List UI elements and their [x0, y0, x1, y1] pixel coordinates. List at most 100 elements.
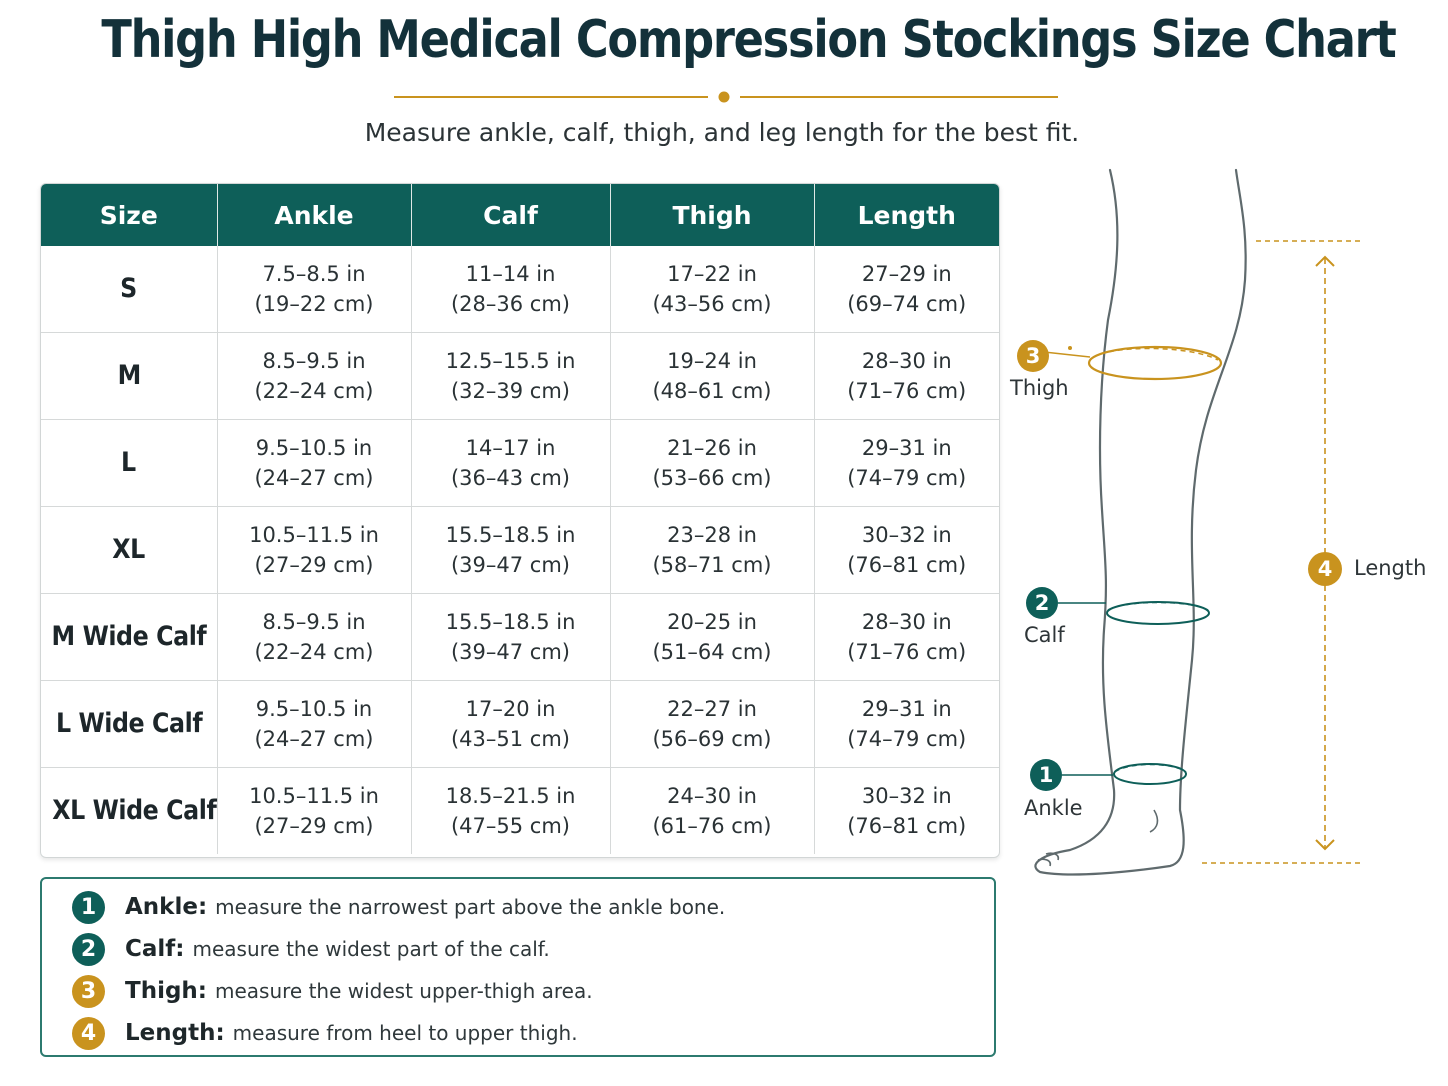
thigh-cell: 23–28 in (58–71 cm)	[610, 506, 815, 594]
length-cell: 28–30 in (71–76 cm)	[814, 332, 999, 420]
thigh-cell: 19–24 in (48–61 cm)	[610, 332, 815, 420]
value-cm: (58–71 cm)	[652, 553, 772, 577]
size-cell: S	[41, 246, 218, 333]
value-in: 7.5–8.5 in	[262, 262, 366, 286]
size-cell: M Wide Calf	[41, 593, 218, 681]
value-cm: (32–39 cm)	[450, 379, 570, 403]
number-badge: 2	[72, 932, 105, 966]
value-in: 17–20 in	[465, 697, 556, 721]
leg-diagram: 3 Thigh 2 Calf 1 Ankle 4 Length	[1000, 160, 1448, 890]
table-row: XL 10.5–11.5 in (27–29 cm) 15.5–18.5 in (3…	[41, 506, 999, 594]
number-badge: 1	[72, 890, 105, 924]
col-header-size: Size	[41, 184, 218, 246]
legend-item-thigh: 3 Thigh: measure the widest upper-thigh …	[72, 973, 593, 1009]
legend-description: measure the widest upper-thigh area.	[214, 979, 593, 1003]
value-in: 18.5–21.5 in	[445, 784, 576, 808]
value-in: 10.5–11.5 in	[249, 784, 379, 808]
value-in: 19–24 in	[667, 349, 757, 373]
size-table: Size Ankle Calf Thigh Length S 7.5–8.5 i…	[40, 183, 1000, 858]
value-in: 30–32 in	[861, 523, 952, 547]
col-header-ankle: Ankle	[217, 184, 412, 246]
size-label: M Wide Calf	[51, 621, 207, 652]
ankle-cell: 10.5–11.5 in (27–29 cm)	[217, 506, 412, 594]
ankle-cell: 8.5–9.5 in (22–24 cm)	[217, 332, 412, 420]
value-in: 9.5–10.5 in	[255, 436, 373, 460]
value-cm: (22–24 cm)	[254, 379, 374, 403]
size-label: L Wide Calf	[55, 708, 203, 739]
legend-description: measure from heel to upper thigh.	[232, 1021, 578, 1045]
size-label: XL Wide Calf	[52, 795, 217, 826]
value-cm: (39–47 cm)	[450, 640, 570, 664]
value-cm: (24–27 cm)	[254, 466, 374, 490]
value-in: 20–25 in	[667, 610, 757, 634]
col-header-thigh: Thigh	[610, 184, 815, 246]
value-cm: (19–22 cm)	[254, 292, 374, 316]
length-cell: 29–31 in (74–79 cm)	[814, 680, 999, 768]
value-in: 23–28 in	[667, 523, 757, 547]
measurement-legend: 1 Ankle: measure the narrowest part abov…	[40, 877, 996, 1057]
ankle-cell: 9.5–10.5 in (24–27 cm)	[217, 419, 412, 507]
value-cm: (61–76 cm)	[652, 814, 772, 838]
value-in: 22–27 in	[667, 697, 757, 721]
value-cm: (27–29 cm)	[254, 553, 374, 577]
leg-illustration	[1034, 168, 1362, 876]
value-in: 28–30 in	[861, 349, 952, 373]
calf-cell: 11–14 in (28–36 cm)	[411, 246, 611, 333]
value-cm: (56–69 cm)	[652, 727, 772, 751]
value-cm: (27–29 cm)	[254, 814, 374, 838]
value-in: 8.5–9.5 in	[262, 349, 366, 373]
thigh-cell: 21–26 in (53–66 cm)	[610, 419, 815, 507]
calf-cell: 15.5–18.5 in (39–47 cm)	[411, 593, 611, 681]
legend-item-length: 4 Length: measure from heel to upper thi…	[72, 1015, 578, 1051]
subtitle: Measure ankle, calf, thigh, and leg leng…	[364, 118, 1080, 147]
value-cm: (71–76 cm)	[847, 640, 967, 664]
value-in: 14–17 in	[465, 436, 556, 460]
value-cm: (24–27 cm)	[254, 727, 374, 751]
value-in: 15.5–18.5 in	[445, 523, 576, 547]
value-cm: (76–81 cm)	[847, 814, 967, 838]
value-cm: (39–47 cm)	[450, 553, 570, 577]
table-row: L 9.5–10.5 in (24–27 cm) 14–17 in (36–43 c…	[41, 419, 999, 507]
number-badge: 3	[72, 974, 105, 1008]
legend-term: Length:	[125, 1020, 225, 1046]
legend-item-calf: 2 Calf: measure the widest part of the c…	[72, 931, 550, 967]
value-in: 15.5–18.5 in	[445, 610, 576, 634]
calf-cell: 18.5–21.5 in (47–55 cm)	[411, 767, 611, 854]
value-in: 27–29 in	[861, 262, 952, 286]
thigh-marker-label: Thigh	[1010, 376, 1069, 400]
legend-term: Calf:	[125, 936, 185, 962]
size-label: XL	[112, 534, 146, 565]
table-row: L Wide Calf 9.5–10.5 in (24–27 cm) 17–20 …	[41, 680, 999, 768]
ankle-cell: 9.5–10.5 in (24–27 cm)	[217, 680, 412, 768]
value-cm: (48–61 cm)	[652, 379, 772, 403]
table-row: M 8.5–9.5 in (22–24 cm) 12.5–15.5 in (32–3…	[41, 332, 999, 420]
value-in: 29–31 in	[861, 436, 952, 460]
value-cm: (47–55 cm)	[450, 814, 570, 838]
size-cell: L Wide Calf	[41, 680, 218, 768]
title-divider	[394, 91, 1058, 103]
length-cell: 30–32 in (76–81 cm)	[814, 506, 999, 594]
value-cm: (74–79 cm)	[847, 727, 967, 751]
value-in: 11–14 in	[465, 262, 556, 286]
size-label: L	[121, 447, 137, 478]
table-row: XL Wide Calf 10.5–11.5 in (27–29 cm) 18.5…	[41, 767, 999, 854]
length-marker-label: Length	[1354, 556, 1427, 580]
value-in: 12.5–15.5 in	[445, 349, 576, 373]
size-cell: L	[41, 419, 218, 507]
length-cell: 27–29 in (69–74 cm)	[814, 246, 999, 333]
ankle-marker-badge: 1	[1030, 759, 1062, 791]
value-cm: (69–74 cm)	[847, 292, 967, 316]
calf-cell: 12.5–15.5 in (32–39 cm)	[411, 332, 611, 420]
size-cell: XL Wide Calf	[41, 767, 218, 854]
size-label: S	[120, 273, 138, 304]
size-label: M	[117, 360, 141, 391]
thigh-cell: 20–25 in (51–64 cm)	[610, 593, 815, 681]
value-in: 10.5–11.5 in	[249, 523, 379, 547]
legend-description: measure the widest part of the calf.	[192, 937, 550, 961]
value-in: 29–31 in	[861, 697, 952, 721]
legend-term: Thigh:	[125, 978, 207, 1004]
table-header-row: Size Ankle Calf Thigh Length	[41, 184, 999, 246]
value-cm: (74–79 cm)	[847, 466, 967, 490]
col-header-length: Length	[814, 184, 999, 246]
calf-marker-label: Calf	[1024, 623, 1065, 647]
